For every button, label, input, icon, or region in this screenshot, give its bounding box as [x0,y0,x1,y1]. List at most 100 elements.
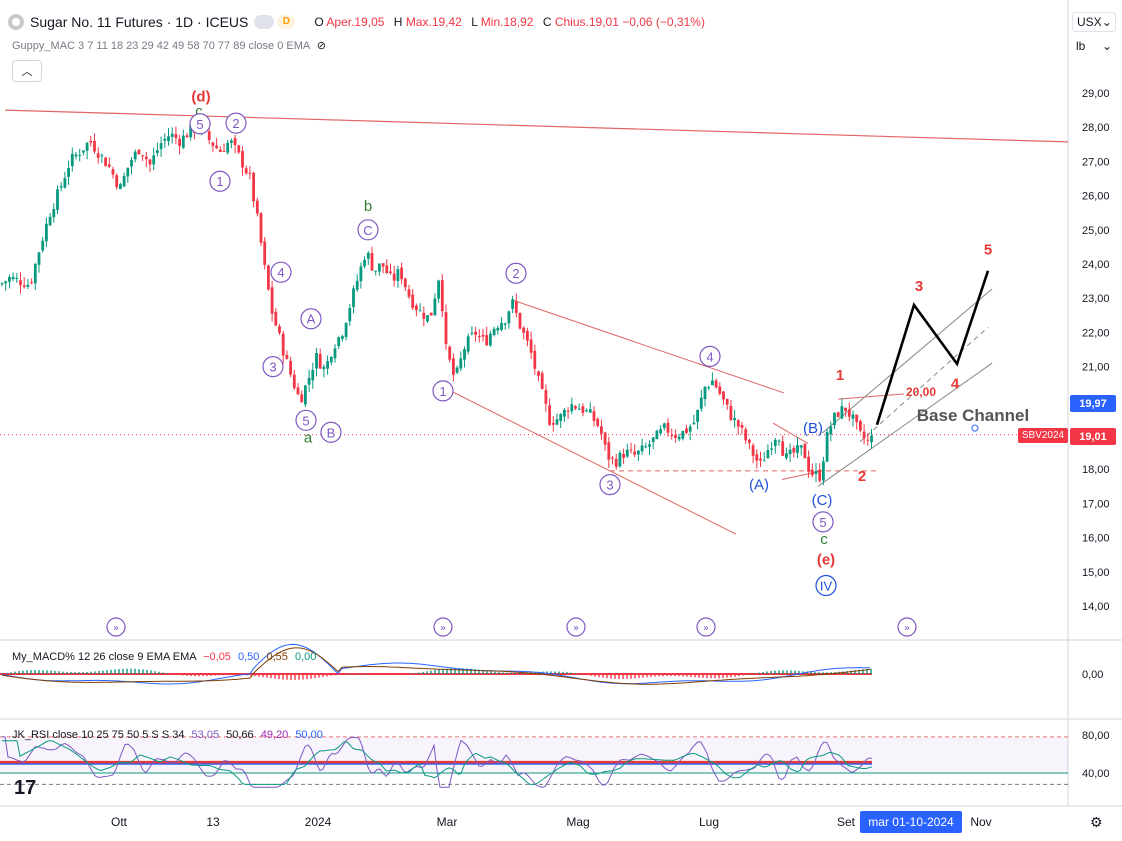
macd-histogram-bar [566,672,568,674]
candle-body [318,353,322,369]
price-tick-label: 25,00 [1082,225,1110,237]
macd-histogram-bar [86,671,88,674]
macd-histogram-bar [498,672,500,674]
macd-histogram-bar [314,674,316,679]
unit-select[interactable]: lb ⌄ [1076,39,1112,53]
candle-body [570,404,574,412]
price-tick-label: 18,00 [1082,464,1110,476]
price-tick-label: 16,00 [1082,533,1110,545]
macd-histogram-bar [22,670,24,674]
candle-body [159,143,163,150]
candle-body [296,387,300,395]
rsi-legend[interactable]: JK_RSI close 10 25 75 50 5 S S 34 53,05 … [12,729,323,741]
macd-histogram-bar [850,670,852,674]
candle-body [489,333,492,346]
candle-body [8,277,11,282]
wave-label: (e) [817,551,835,568]
macd-histogram-bar [426,671,428,674]
candle-body [45,223,48,242]
candle-body [792,447,796,453]
macd-histogram-bar [354,673,356,675]
wave-label: 1 [216,174,223,189]
chart-header: Sugar No. 11 Futures · 1D · ICEUS D O Ap… [8,12,705,32]
price-tick-label: 24,00 [1082,259,1110,271]
candle-body [799,445,803,448]
macd-histogram-bar [270,674,272,679]
wave-label: c [820,531,828,548]
collapse-legend-button[interactable]: ︿ [12,60,42,82]
tradingview-logo[interactable]: 17 [14,777,37,799]
macd-histogram-bar [754,673,756,674]
candle-body [507,311,511,324]
eye-slash-icon[interactable]: ⊘ [316,40,326,52]
candle-body [685,428,688,433]
candle-body [11,276,15,280]
candle-body [444,312,448,345]
macd-histogram-bar [402,674,404,675]
macd-histogram-bar [318,674,320,678]
candle-body [307,377,311,385]
wave-label: 1 [836,367,844,384]
candle-body [733,417,736,421]
candle-body [19,280,22,286]
price-tick-label: 28,00 [1082,122,1110,134]
candle-body [614,458,618,467]
macd-histogram-bar [230,674,232,675]
candle-body [477,335,481,337]
candle-body [156,150,159,153]
guppy-legend[interactable]: Guppy_MAC 3 7 11 18 23 29 42 49 58 70 77… [12,40,326,52]
macd-histogram-bar [718,674,720,679]
macd-legend[interactable]: My_MACD% 12 26 close 9 EMA EMA −0,05 0,5… [12,651,317,663]
macd-histogram-bar [658,674,660,677]
candle-body [836,412,840,417]
candle-body [141,155,144,157]
wave-circle [432,380,454,402]
macd-histogram-bar [298,674,300,680]
gear-icon[interactable]: ⚙ [1090,814,1103,830]
symbol-title[interactable]: Sugar No. 11 Futures · 1D · ICEUS [30,14,249,30]
macd-histogram-bar [226,674,228,676]
candle-body [429,312,433,316]
wave-label: 2 [858,468,866,485]
candle-body [126,167,130,177]
wave-circle [699,345,721,367]
candle-body [374,270,378,272]
time-tick-label: Set [837,815,856,829]
macd-histogram-bar [342,674,344,675]
visibility-toggle-icon[interactable] [254,15,275,29]
candle-body [59,186,63,188]
wave-label: 5 [302,413,309,428]
macd-histogram-bar [154,671,156,674]
candle-body [52,209,56,218]
candle-body [74,154,78,157]
event-marker-icon [566,617,586,637]
base-channel-mid [859,326,989,443]
base-channel-lower [817,362,993,487]
candle-body [33,264,37,284]
macd-histogram-bar [346,673,348,675]
macd-histogram-bar [790,670,792,674]
macd-histogram-bar [830,672,832,674]
event-marker-arrow: » [573,623,579,634]
candle-body [470,332,474,334]
macd-histogram-bar [166,673,168,674]
candle-body [781,441,785,456]
macd-histogram-bar [118,669,120,674]
event-marker-icon [433,617,453,637]
macd-histogram-bar [98,670,100,674]
candle-body [122,176,126,187]
currency-select[interactable]: USX ⌄ [1072,12,1116,32]
candle-body [592,411,596,421]
event-marker-arrow: » [440,623,446,634]
candle-body [255,200,259,214]
macd-histogram-bar [74,672,76,674]
macd-histogram-bar [214,674,216,676]
macd-histogram-bar [766,671,768,674]
macd-histogram-bar [442,668,444,674]
candle-body [244,168,248,174]
macd-histogram-bar [2,673,4,675]
macd-histogram-bar [854,670,856,674]
candle-body [492,328,496,336]
candle-body [137,149,141,155]
